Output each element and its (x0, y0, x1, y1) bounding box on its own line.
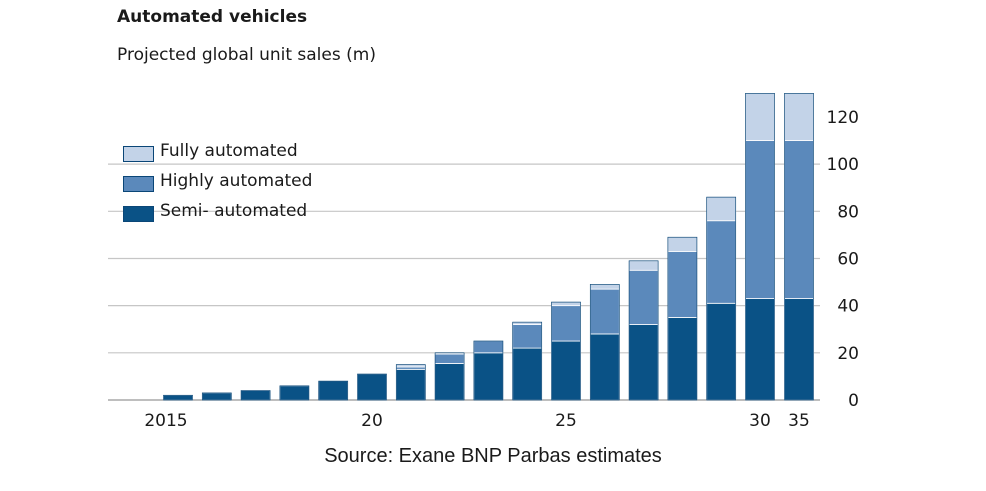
bar-outline (434, 352, 465, 401)
bar-segment-fully-automated (551, 301, 581, 307)
y-tick-label: 60 (837, 249, 859, 269)
bar-segment-fully-automated (784, 92, 814, 141)
y-tick-label: 40 (837, 297, 859, 317)
x-tick-label: 35 (788, 411, 810, 431)
bar-outline (240, 390, 271, 401)
bar-segment-highly-automated (473, 340, 504, 354)
bar-segment-semi-automated (784, 298, 814, 401)
bar-segment-semi-automated (551, 340, 581, 401)
bar-segment-highly-automated (745, 140, 775, 299)
bar-segment-highly-automated (512, 324, 543, 349)
bar-segment-semi-automated (589, 333, 620, 401)
chart-title: Automated vehicles (117, 7, 308, 27)
bar-outline (473, 340, 504, 401)
bar-segment-semi-automated (473, 352, 504, 401)
bar-segment-semi-automated (434, 363, 465, 401)
bar-segment-highly-automated (628, 269, 659, 325)
legend-swatch (123, 176, 154, 192)
bar-outline (201, 392, 232, 401)
bar-segment-semi-automated (667, 317, 698, 401)
chart-subtitle: Projected global unit sales (m) (117, 45, 376, 65)
bar-outline (745, 93, 775, 401)
bar-segment-semi-automated (357, 373, 387, 401)
y-tick-label: 120 (827, 108, 859, 128)
bar-segment-semi-automated (318, 380, 349, 401)
bar-outline (318, 380, 349, 401)
bar-outline (163, 394, 193, 401)
legend-swatch (123, 146, 154, 162)
bar-outline (551, 301, 581, 401)
bar-segment-fully-automated (589, 284, 620, 290)
bar-segment-fully-automated (628, 260, 659, 271)
legend-label: Semi- automated (160, 201, 308, 221)
bar-segment-highly-automated (434, 353, 465, 364)
bar-outline (784, 93, 814, 401)
y-tick-label: 80 (837, 202, 859, 222)
bar-segment-highly-automated (784, 140, 814, 299)
bar-segment-semi-automated (163, 394, 193, 401)
bar-outline (589, 284, 620, 401)
x-tick-label: 30 (749, 411, 771, 431)
bar-segment-semi-automated (395, 368, 426, 401)
bar-segment-semi-automated (240, 390, 271, 401)
bar-segment-highly-automated (706, 220, 737, 304)
bar-outline (628, 260, 659, 401)
bar-outline (279, 385, 310, 401)
bar-segment-fully-automated (395, 364, 426, 368)
bar-segment-fully-automated (667, 236, 698, 252)
bar-segment-semi-automated (706, 302, 737, 401)
bar-segment-semi-automated (628, 324, 659, 401)
bar-segment-fully-automated (745, 92, 775, 141)
bar-segment-semi-automated (512, 347, 543, 401)
legend-label: Fully automated (160, 141, 298, 161)
bar-outline (357, 373, 387, 401)
bar-outline (706, 196, 737, 401)
x-tick-label: 25 (555, 411, 577, 431)
bar-outline (395, 364, 426, 401)
y-tick-label: 100 (827, 155, 859, 175)
legend-swatch (123, 206, 154, 222)
bar-segment-fully-automated (706, 196, 737, 222)
bar-segment-highly-automated (589, 288, 620, 335)
bar-segment-semi-automated (279, 385, 310, 401)
bar-segment-fully-automated (512, 321, 543, 325)
bar-outline (667, 236, 698, 401)
y-tick-label: 0 (848, 391, 859, 411)
y-tick-label: 20 (837, 344, 859, 364)
chart-source: Source: Exane BNP Parbas estimates (324, 445, 662, 467)
x-tick-label: 20 (361, 411, 383, 431)
bar-outline (512, 321, 543, 401)
bar-segment-semi-automated (201, 392, 232, 401)
bar-segment-highly-automated (667, 250, 698, 318)
legend-label: Highly automated (160, 171, 313, 191)
bar-segment-semi-automated (745, 298, 775, 401)
bar-segment-highly-automated (551, 305, 581, 342)
x-tick-label: 2015 (144, 411, 187, 431)
